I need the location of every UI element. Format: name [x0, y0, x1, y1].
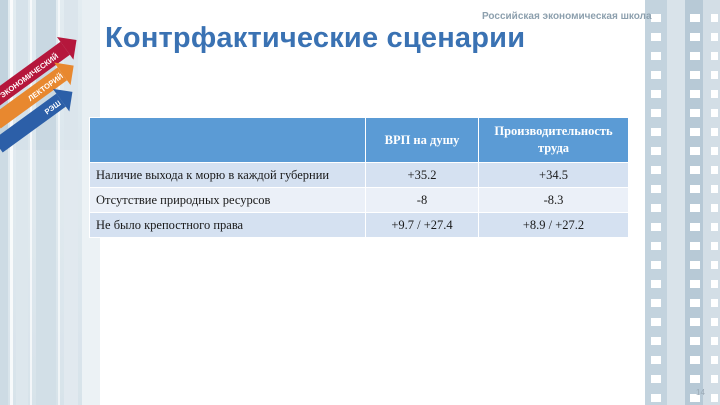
productivity-value: +34.5	[478, 162, 629, 188]
gdp-value: +9.7 / +27.4	[365, 212, 479, 238]
school-name: Российская экономическая школа	[482, 11, 652, 22]
gdp-value: -8	[365, 187, 479, 213]
scenario-table: ВРП на душу Производительность труда Нал…	[89, 117, 629, 238]
table-row: Не было крепостного права +9.7 / +27.4 +…	[89, 212, 629, 238]
header-cell-gdp: ВРП на душу	[365, 117, 479, 163]
header-cell-scenario	[89, 117, 366, 163]
film-strip-decoration	[645, 0, 720, 405]
scenario-label: Не было крепостного права	[89, 212, 366, 238]
table-header-row: ВРП на душу Производительность труда	[89, 117, 629, 163]
productivity-value: +8.9 / +27.2	[478, 212, 629, 238]
productivity-value: -8.3	[478, 187, 629, 213]
arrow-blue: РЭШ	[0, 88, 73, 153]
scenario-label: Наличие выхода к морю в каждой губернии	[89, 162, 366, 188]
slide-title: Контрфактические сценарии	[105, 22, 526, 54]
lectorium-logo: ЭКОНОМИЧЕСКИЙ ЛЕКТОРИЙ РЭШ	[0, 36, 77, 153]
header-cell-productivity: Производительность труда	[478, 117, 629, 163]
gdp-value: +35.2	[365, 162, 479, 188]
table-row: Отсутствие природных ресурсов -8 -8.3	[89, 187, 629, 213]
table-row: Наличие выхода к морю в каждой губернии …	[89, 162, 629, 188]
page-number: 14	[696, 388, 705, 397]
scenario-label: Отсутствие природных ресурсов	[89, 187, 366, 213]
